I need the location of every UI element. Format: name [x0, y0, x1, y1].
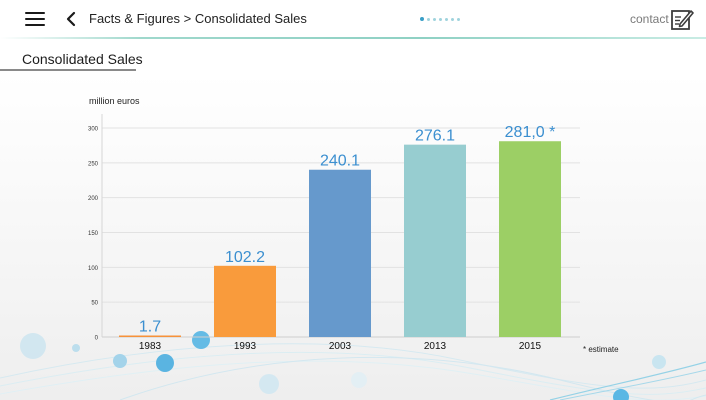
x-axis-ticks: 1983 1993 2003 2013 2015 — [139, 341, 542, 352]
page-dot — [457, 17, 460, 21]
breadcrumb: Facts & Figures > Consolidated Sales — [89, 11, 307, 26]
x-tick-label: 2015 — [519, 341, 542, 352]
page-dot — [427, 17, 430, 21]
y-tick-label: 150 — [88, 231, 99, 237]
data-label: 281,0 * — [505, 124, 556, 141]
data-labels: 1.7 102.2 240.1 276.1 281,0 * — [139, 124, 555, 335]
section-title: Consolidated Sales — [22, 51, 143, 67]
header-divider — [0, 37, 706, 39]
decorative-background — [0, 331, 706, 400]
bar — [309, 169, 371, 337]
data-label: 102.2 — [225, 249, 265, 266]
bar — [404, 144, 466, 337]
app-header: Facts & Figures > Consolidated Sales con… — [0, 0, 706, 38]
page-dot — [445, 17, 448, 21]
bar — [499, 141, 561, 337]
page-indicator — [420, 16, 460, 22]
chart-footnote: * estimate — [583, 345, 619, 354]
y-tick-label: 200 — [88, 196, 99, 202]
y-tick-label: 250 — [88, 161, 99, 167]
x-tick-label: 2013 — [424, 341, 447, 352]
page-dot — [433, 17, 436, 21]
page-dot — [439, 17, 442, 21]
y-axis-label: million euros — [89, 96, 140, 106]
y-tick-label: 100 — [88, 266, 99, 272]
edit-note-icon[interactable] — [670, 7, 694, 31]
chevron-left-icon[interactable] — [64, 10, 78, 28]
y-tick-label: 0 — [95, 336, 99, 342]
contact-link[interactable]: contact — [630, 12, 669, 26]
data-label: 276.1 — [415, 128, 455, 145]
data-label: 240.1 — [320, 153, 360, 170]
bar — [214, 265, 276, 337]
x-tick-label: 1983 — [139, 341, 162, 352]
menu-icon[interactable] — [25, 12, 45, 27]
page-dot — [451, 17, 454, 21]
section-underline — [0, 69, 136, 71]
y-tick-label: 50 — [91, 301, 98, 307]
data-label: 1.7 — [139, 319, 161, 336]
page-dot — [420, 17, 424, 21]
bar — [119, 335, 181, 337]
x-tick-label: 2003 — [329, 341, 352, 352]
x-tick-label: 1993 — [234, 341, 257, 352]
y-tick-label: 300 — [88, 127, 99, 133]
bars — [119, 141, 561, 337]
